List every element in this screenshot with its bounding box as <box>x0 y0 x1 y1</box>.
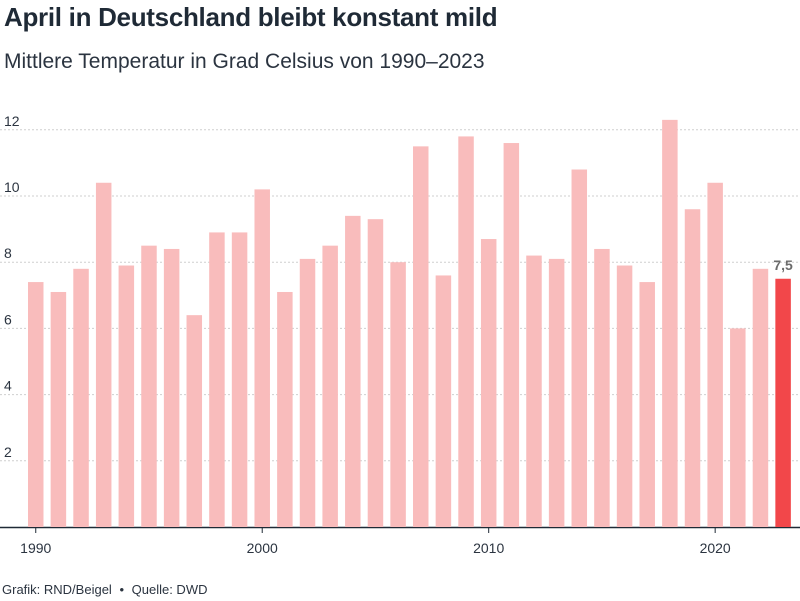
bar-2018 <box>662 119 678 528</box>
credit-text: Grafik: RND/Beigel <box>2 582 112 597</box>
highlight-value-label: 7,5 <box>773 257 793 273</box>
bar-2011 <box>503 143 520 528</box>
bar-1997 <box>186 315 203 527</box>
bar-2016 <box>616 265 633 527</box>
bar-2007 <box>413 146 429 527</box>
y-tick-label-6: 6 <box>4 311 12 327</box>
bar-2012 <box>526 255 542 527</box>
bar-2017 <box>639 282 655 527</box>
y-tick-label-4: 4 <box>4 378 12 394</box>
bar-2008 <box>435 275 452 527</box>
bar-2005 <box>367 219 384 528</box>
x-tick-label-1990: 1990 <box>20 540 51 556</box>
y-tick-label-10: 10 <box>4 179 20 195</box>
bar-2010 <box>480 239 497 527</box>
bars <box>28 119 791 528</box>
bar-1990 <box>28 282 44 527</box>
y-tick-label-8: 8 <box>4 245 12 261</box>
bar-2003 <box>322 245 338 527</box>
chart-title: April in Deutschland bleibt konstant mil… <box>4 2 498 32</box>
x-tick-label-2000: 2000 <box>247 540 278 556</box>
bar-2021 <box>730 328 746 527</box>
source-text: Quelle: DWD <box>131 582 208 597</box>
bar-2000 <box>254 189 270 527</box>
bar-2004 <box>345 215 361 528</box>
bar-2013 <box>548 258 565 527</box>
x-tick-label-2020: 2020 <box>700 540 731 556</box>
bar-1996 <box>163 248 180 527</box>
y-tick-label-2: 2 <box>4 444 12 460</box>
bar-2019 <box>684 209 701 528</box>
bar-2001 <box>277 291 293 527</box>
bar-1998 <box>209 232 225 527</box>
bar-1999 <box>231 232 248 527</box>
bar-2015 <box>594 248 610 527</box>
x-tick-label-2010: 2010 <box>473 540 504 556</box>
bar-2020 <box>707 182 723 527</box>
x-axis-labels: 1990 2000 2010 2020 <box>20 527 731 556</box>
bar-2023 <box>775 278 791 527</box>
bar-1991 <box>50 291 67 527</box>
separator-dot: • <box>119 582 124 597</box>
bar-2006 <box>390 262 406 527</box>
bar-1992 <box>73 268 89 527</box>
chart-footer: Grafik: RND/Beigel • Quelle: DWD <box>2 582 207 597</box>
annotations: 7,5 <box>773 257 793 273</box>
bar-2009 <box>458 136 474 528</box>
bar-2014 <box>571 169 588 527</box>
bar-1993 <box>95 182 112 527</box>
chart-subtitle: Mittlere Temperatur in Grad Celsius von … <box>4 50 485 73</box>
bar-2002 <box>299 258 316 527</box>
bar-1994 <box>118 265 135 527</box>
y-tick-label-12: 12 <box>4 113 20 129</box>
y-axis-labels: 2 4 6 8 10 12 <box>4 113 20 460</box>
bar-2022 <box>752 268 769 527</box>
bar-1995 <box>141 245 157 527</box>
